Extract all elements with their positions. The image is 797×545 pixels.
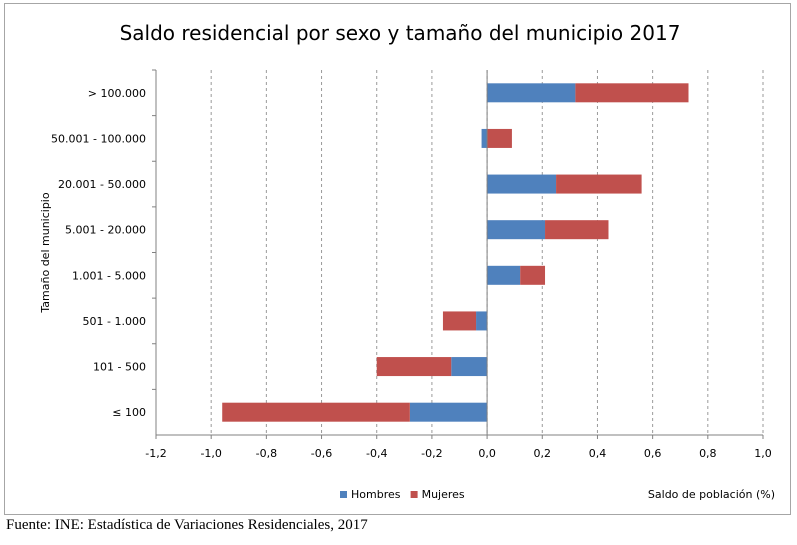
chart-title: Saldo residencial por sexo y tamaño del … xyxy=(120,21,681,45)
bar-mujeres xyxy=(520,265,546,285)
source-note: Fuente: INE: Estadística de Variaciones … xyxy=(6,517,368,533)
x-tick-label: 0,6 xyxy=(644,447,662,460)
bar-mujeres xyxy=(376,357,452,377)
bar-hombres xyxy=(487,83,576,103)
y-tick-label: 50.001 - 100.000 xyxy=(51,132,146,145)
y-tick-label: ≤ 100 xyxy=(112,406,146,419)
bar-mujeres xyxy=(222,402,410,422)
x-tick-label: -0,6 xyxy=(311,447,332,460)
legend-label-mujeres: Mujeres xyxy=(422,488,465,501)
bar-hombres xyxy=(481,128,488,148)
bar-hombres xyxy=(487,220,546,240)
y-tick-label: 101 - 500 xyxy=(93,361,146,374)
x-tick-label: -0,8 xyxy=(256,447,277,460)
bar-hombres xyxy=(451,357,488,377)
y-tick-label: 5.001 - 20.000 xyxy=(65,224,146,237)
x-tick-label: -0,2 xyxy=(421,447,442,460)
x-tick-label: -0,4 xyxy=(366,447,387,460)
legend-label-hombres: Hombres xyxy=(351,488,401,501)
bar-mujeres xyxy=(556,174,642,194)
x-tick-label: 0,0 xyxy=(478,447,496,460)
y-tick-label: > 100.000 xyxy=(88,87,146,100)
bar-mujeres xyxy=(442,311,477,331)
x-tick-label: 0,8 xyxy=(699,447,717,460)
bar-mujeres xyxy=(545,220,609,240)
chart-frame: Saldo residencial por sexo y tamaño del … xyxy=(4,3,791,515)
legend-swatch-mujeres xyxy=(410,491,418,498)
bar-hombres xyxy=(476,311,488,331)
x-tick-label: 0,4 xyxy=(589,447,607,460)
legend-swatch-hombres xyxy=(340,491,347,498)
y-tick-label: 1.001 - 5.000 xyxy=(72,269,146,282)
y-tick-label: 20.001 - 50.000 xyxy=(58,178,146,191)
y-axis-title: Tamaño del municipio xyxy=(39,192,52,313)
bar-hombres xyxy=(487,265,521,285)
y-tick-label: 501 - 1.000 xyxy=(83,315,146,328)
x-axis-title: Saldo de población (%) xyxy=(648,488,775,501)
x-tick-label: -1,2 xyxy=(145,447,166,460)
bar-hombres xyxy=(409,402,488,422)
bar-mujeres xyxy=(487,128,512,148)
x-tick-label: 1,0 xyxy=(754,447,772,460)
chart-svg: Saldo residencial por sexo y tamaño del … xyxy=(39,21,775,501)
bar-mujeres xyxy=(575,83,689,103)
x-tick-label: 0,2 xyxy=(534,447,552,460)
bar-hombres xyxy=(487,174,557,194)
x-tick-label: -1,0 xyxy=(200,447,221,460)
